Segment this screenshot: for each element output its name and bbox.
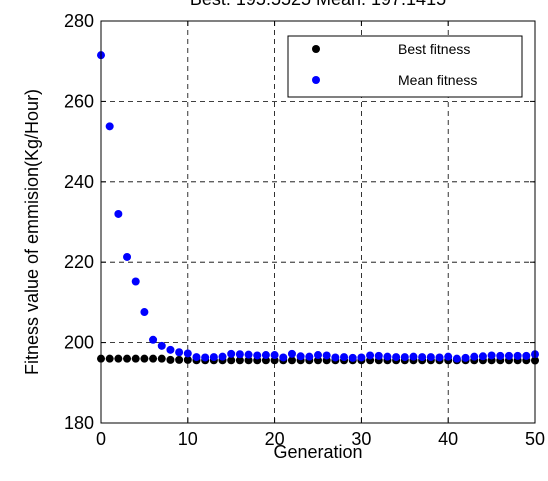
mean-fitness-point [409, 352, 418, 361]
mean-fitness-point [235, 350, 244, 359]
x-tick-label: 0 [96, 429, 106, 449]
best-fitness-point [157, 354, 166, 363]
mean-fitness-point [157, 341, 166, 350]
best-fitness-point [244, 356, 253, 365]
mean-fitness-point [105, 122, 114, 131]
best-fitness-point [131, 354, 140, 363]
mean-fitness-point [366, 351, 375, 360]
mean-fitness-point [478, 352, 487, 361]
mean-fitness-point [383, 352, 392, 361]
mean-fitness-point [261, 351, 270, 360]
x-axis-title: Generation [273, 442, 362, 462]
x-tick-label: 40 [438, 429, 458, 449]
best-fitness-point [123, 354, 132, 363]
mean-fitness-point [149, 335, 158, 344]
best-fitness-point [227, 356, 236, 365]
mean-fitness-point [305, 352, 314, 361]
legend-marker-mean-fitness [312, 76, 320, 84]
plot-frame [100, 20, 536, 424]
mean-fitness-point [400, 353, 409, 362]
mean-fitness-point [357, 353, 366, 362]
legend-marker-best-fitness [312, 45, 320, 53]
mean-fitness-point [331, 353, 340, 362]
best-fitness-point [235, 356, 244, 365]
best-fitness-point [105, 354, 114, 363]
mean-fitness-point [209, 353, 218, 362]
axis-ticks: 0 10 20 30 40 50 180 200 220 240 260 280 [64, 11, 545, 449]
mean-fitness-point [452, 354, 461, 363]
mean-fitness-point [114, 209, 123, 218]
mean-fitness-point [426, 353, 435, 362]
mean-fitness-point [166, 345, 175, 354]
mean-fitness-point [504, 351, 513, 360]
best-fitness-point [149, 354, 158, 363]
mean-fitness-point [287, 349, 296, 358]
mean-fitness-point [296, 352, 305, 361]
chart-title: Best: 195.5525 Mean: 197.1415 [190, 0, 446, 9]
mean-fitness-point [348, 353, 357, 362]
mean-fitness-point [218, 352, 227, 361]
mean-fitness-point [123, 252, 132, 261]
best-fitness-point [287, 356, 296, 365]
data-points [97, 51, 539, 365]
y-tick-label: 200 [64, 333, 94, 353]
legend-label-best-fitness: Best fitness [398, 41, 470, 57]
legend: Best fitness Mean fitness [287, 35, 523, 98]
mean-fitness-point [314, 351, 322, 360]
mean-fitness-point [496, 351, 505, 360]
mean-fitness-point [322, 351, 331, 360]
mean-fitness-point [470, 352, 479, 361]
x-tick-label: 30 [351, 429, 371, 449]
mean-fitness-point [444, 352, 453, 361]
x-tick-label: 10 [178, 429, 198, 449]
mean-fitness-point [487, 351, 496, 360]
mean-fitness-point [513, 351, 522, 360]
legend-box [287, 35, 523, 98]
mean-fitness-point [192, 353, 201, 362]
y-tick-label: 180 [64, 413, 94, 433]
mean-fitness-point [227, 349, 236, 358]
mean-fitness-point [253, 351, 262, 360]
mean-fitness-point [340, 353, 349, 362]
mean-fitness-point [244, 350, 253, 359]
mean-fitness-point [140, 308, 149, 317]
mean-fitness-point [374, 351, 383, 360]
y-tick-label: 280 [64, 11, 94, 31]
legend-label-mean-fitness: Mean fitness [398, 72, 477, 88]
mean-fitness-point [175, 348, 184, 357]
x-tick-label: 50 [525, 429, 545, 449]
mean-fitness-point [201, 353, 210, 362]
mean-fitness-point [522, 351, 531, 360]
best-fitness-point [166, 355, 175, 364]
best-fitness-point [114, 354, 123, 363]
y-tick-label: 220 [64, 252, 94, 272]
best-fitness-point [140, 354, 149, 363]
best-fitness-point [183, 355, 192, 364]
mean-fitness-point [279, 353, 288, 362]
mean-fitness-point [435, 353, 444, 362]
y-axis-title: Fitness value of emmision(Kg/Hour) [22, 89, 42, 375]
mean-fitness-point [418, 353, 427, 362]
mean-fitness-point [392, 353, 401, 362]
mean-fitness-point [270, 351, 279, 360]
x-tick-label: 20 [265, 429, 285, 449]
y-tick-label: 240 [64, 172, 94, 192]
y-tick-label: 260 [64, 91, 94, 111]
mean-fitness-point [183, 349, 192, 358]
mean-fitness-point [131, 277, 140, 286]
best-fitness-point [175, 355, 184, 364]
mean-fitness-point [461, 353, 470, 362]
